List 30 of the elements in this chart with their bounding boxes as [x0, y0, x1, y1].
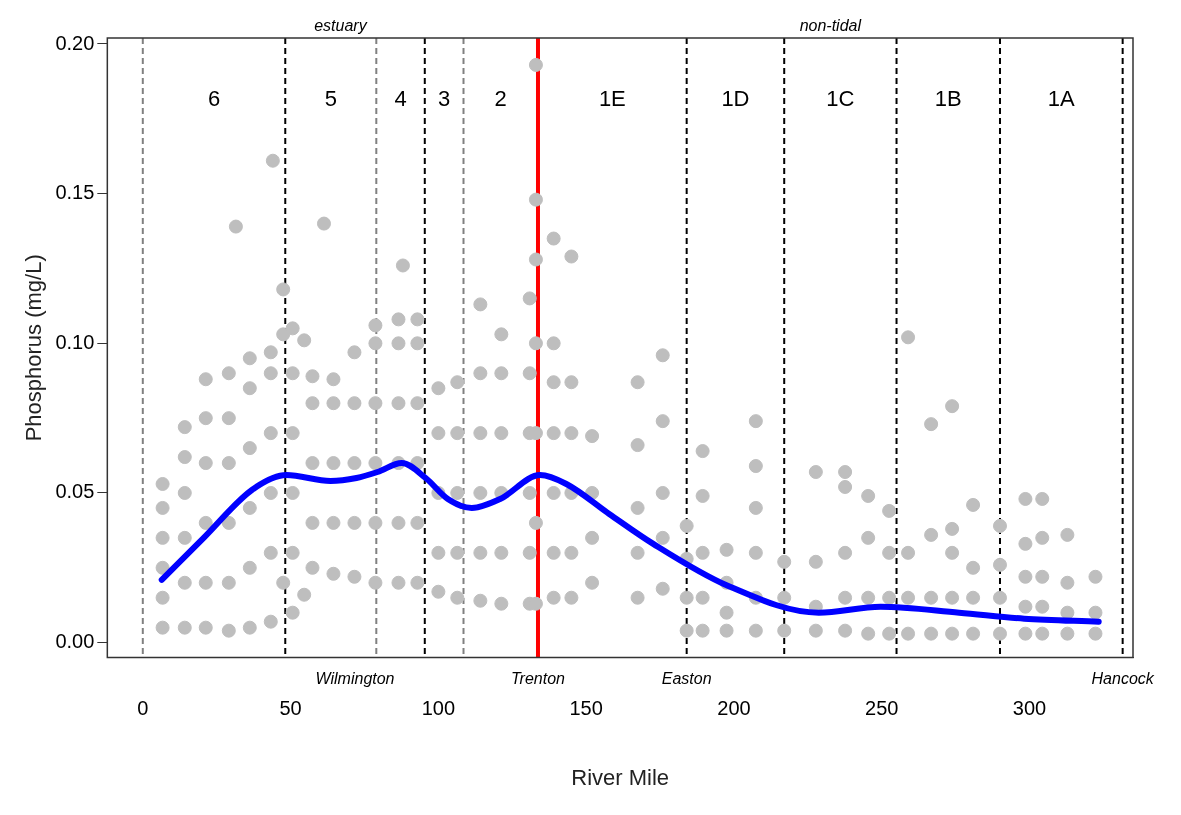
- annotation: 3: [438, 86, 451, 112]
- annotation: 6: [207, 86, 221, 112]
- x-tick-label: 50: [279, 697, 302, 720]
- y-tick-label: 0.00: [55, 630, 95, 653]
- y-axis-title: Phosphorus (mg/L): [21, 254, 47, 442]
- y-tick-label: 0.10: [55, 330, 95, 353]
- y-tick-label: 0.15: [55, 181, 95, 204]
- text: estuary: [314, 17, 368, 35]
- x-tick-label: 300: [1012, 697, 1047, 720]
- ref-line-label: Trenton: [511, 670, 566, 688]
- annotation: 1D: [721, 86, 750, 112]
- annotation: 1E: [598, 86, 626, 112]
- x-tick-label: 150: [569, 697, 603, 720]
- ref-line-label: Easton: [661, 670, 712, 688]
- x-tick-label: 100: [421, 697, 456, 720]
- text: non-tidal: [799, 17, 862, 35]
- text: Wilmington: [315, 670, 395, 688]
- annotation: 1A: [1047, 86, 1076, 112]
- annotation: 1C: [826, 86, 855, 112]
- y-tick-label: 0.05: [55, 480, 95, 503]
- x-axis-title: River Mile: [571, 764, 670, 790]
- x-tick-label: 250: [865, 697, 899, 720]
- x-tick-label: 200: [717, 697, 751, 720]
- x-tick-label: 0: [137, 697, 149, 720]
- y-tick-label: 0.20: [55, 31, 95, 54]
- annotation: 1B: [934, 86, 962, 112]
- annotation: 4: [394, 86, 407, 112]
- annotation: 5: [324, 86, 337, 112]
- ref-line-label: Hancock: [1091, 670, 1155, 688]
- annotation: 2: [494, 86, 507, 112]
